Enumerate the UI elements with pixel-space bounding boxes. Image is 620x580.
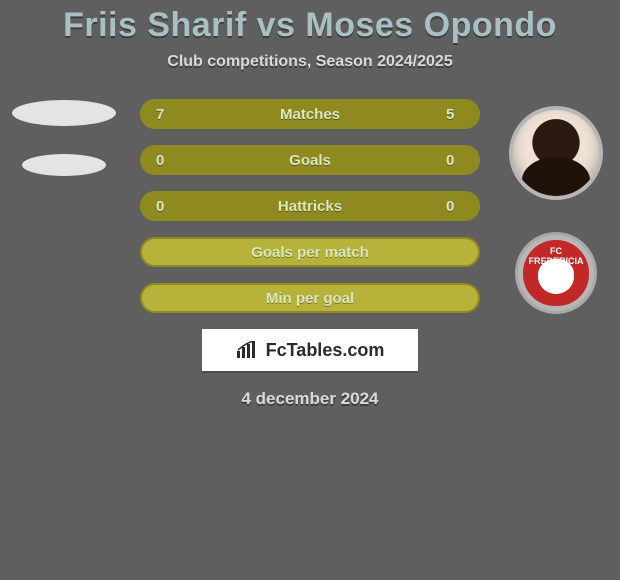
stat-row: 0 Goals 0	[0, 145, 620, 175]
stat-bar-hattricks: 0 Hattricks 0	[140, 191, 480, 221]
page-subtitle: Club competitions, Season 2024/2025	[0, 53, 620, 71]
bar-chart-icon	[236, 341, 258, 359]
stats-area: 7 Matches 5 0 Goals 0 0 Hattricks 0 Goal…	[0, 99, 620, 409]
brand-text: FcTables.com	[266, 340, 385, 361]
stat-right-value: 5	[446, 106, 464, 123]
stat-label: Goals per match	[174, 244, 446, 261]
stat-bar-goals: 0 Goals 0	[140, 145, 480, 175]
stat-row: 7 Matches 5	[0, 99, 620, 129]
page-title: Friis Sharif vs Moses Opondo	[0, 0, 620, 45]
stat-label: Goals	[174, 152, 446, 169]
stat-bar-goals-per-match: Goals per match	[140, 237, 480, 267]
brand-box: FcTables.com	[202, 329, 418, 371]
stat-right-value: 0	[446, 152, 464, 169]
stat-left-value: 0	[156, 198, 174, 215]
stat-row: Min per goal	[0, 283, 620, 313]
stat-bar-min-per-goal: Min per goal	[140, 283, 480, 313]
stat-left-value: 0	[156, 152, 174, 169]
stat-label: Matches	[174, 106, 446, 123]
stat-left-value: 7	[156, 106, 174, 123]
stat-bar-matches: 7 Matches 5	[140, 99, 480, 129]
date-text: 4 december 2024	[0, 389, 620, 409]
stat-right-value: 0	[446, 198, 464, 215]
stat-row: 0 Hattricks 0	[0, 191, 620, 221]
stat-row: Goals per match	[0, 237, 620, 267]
stat-label: Hattricks	[174, 198, 446, 215]
stat-label: Min per goal	[174, 290, 446, 307]
